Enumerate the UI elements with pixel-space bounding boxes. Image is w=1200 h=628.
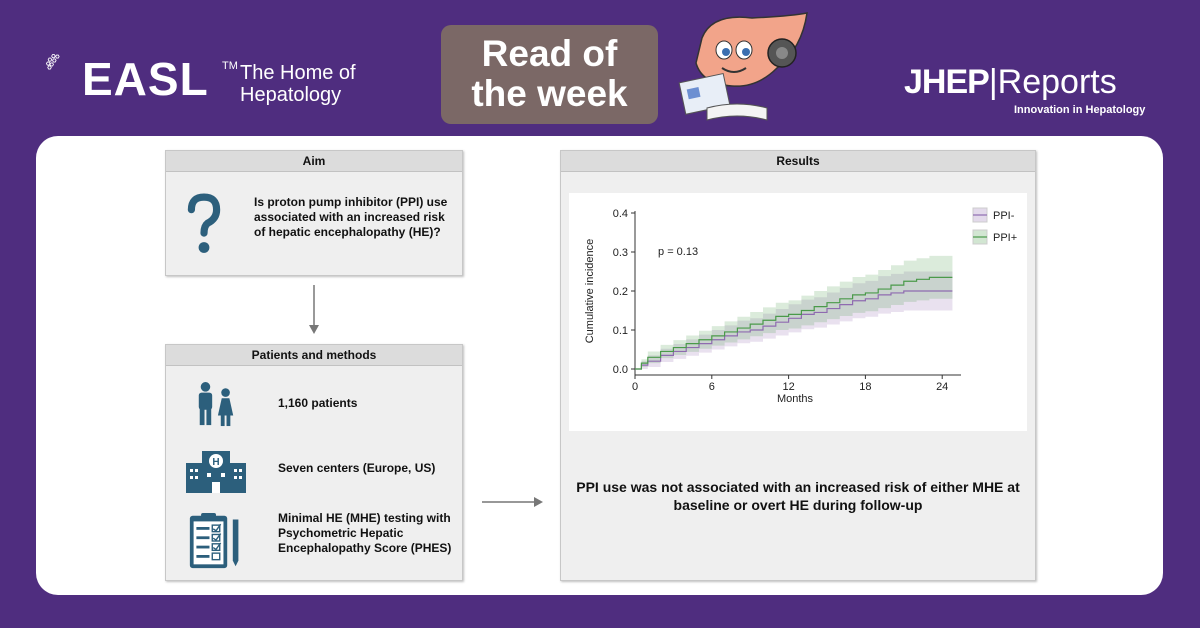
cumulative-incidence-chart: 0.0 0.1 0.2 0.3 0.4 0 6 12 18 24 Months Cumulative … [584,207,1017,405]
down-arrow-icon [309,285,319,334]
jhep-logo-rest: Reports [997,63,1117,101]
easl-tagline-line-2: Hepatology [240,84,342,106]
easl-wordmark: EASL [82,53,209,105]
jhep-logo-divider: | [988,63,998,101]
results-panel: Results 0.0 0.1 0.2 0.3 0.4 0 6 12 18 24 Months Cum… [560,150,1036,581]
easl-tagline: The Home of Hepatology [240,62,356,106]
hospital-icon: H [186,451,246,493]
read-badge-line-2: the week [471,73,628,114]
methods-item-centers: Seven centers (Europe, US) [278,461,436,475]
series-ci-band [635,255,953,369]
jhep-reports-logo: JHEP|Reports [904,63,1117,102]
y-axis-label: Cumulative incidence [584,239,596,344]
chart-container: 0.0 0.1 0.2 0.3 0.4 0 6 12 18 24 Months Cumulative … [569,193,1027,431]
trademark-symbol: TM [222,60,238,72]
x-tick-label: 6 [709,381,715,393]
y-tick-label: 0.3 [613,247,628,259]
easl-logo-hexagons [46,54,60,70]
x-tick-label: 0 [632,381,638,393]
legend-label: PPI- [993,210,1015,222]
methods-panel: Patients and methods 1,160 patients H [165,344,463,581]
x-tick-label: 18 [859,381,871,393]
aim-panel-title: Aim [166,151,462,172]
x-axis-label: Months [777,393,814,405]
jhep-logo-bold: JHEP [904,63,990,101]
methods-item-testing: Minimal HE (MHE) testing with Psychometr… [278,511,452,555]
p-value-annotation: p = 0.13 [658,246,698,258]
methods-panel-title: Patients and methods [166,345,462,366]
results-conclusion: PPI use was not associated with an incre… [576,479,1020,513]
clipboard-icon [189,513,239,569]
liver-mascot-icon [678,12,808,121]
question-mark-icon [187,193,221,253]
methods-item-patients: 1,160 patients [278,396,358,410]
right-arrow-icon [482,497,543,507]
read-badge-line-1: Read of [481,33,618,74]
y-tick-label: 0.2 [613,286,628,298]
read-of-the-week-badge: Read of the week [441,25,658,124]
series-ci-band [635,271,953,369]
y-tick-label: 0.1 [613,325,628,337]
x-tick-label: 24 [936,381,948,393]
aim-text: Is proton pump inhibitor (PPI) use assoc… [254,195,448,239]
results-panel-title: Results [561,151,1035,172]
aim-panel: Aim Is proton pump inhibitor (PPI) use a… [165,150,463,276]
x-tick-label: 12 [782,381,794,393]
jhep-tagline: Innovation in Hepatology [1014,104,1146,116]
people-icon [198,382,234,427]
easl-tagline-line-1: The Home of [240,62,356,84]
series-line [635,276,953,370]
svg-text:H: H [212,457,219,468]
legend-label: PPI+ [993,232,1017,244]
y-tick-label: 0.4 [613,208,628,220]
y-tick-label: 0.0 [613,364,628,376]
